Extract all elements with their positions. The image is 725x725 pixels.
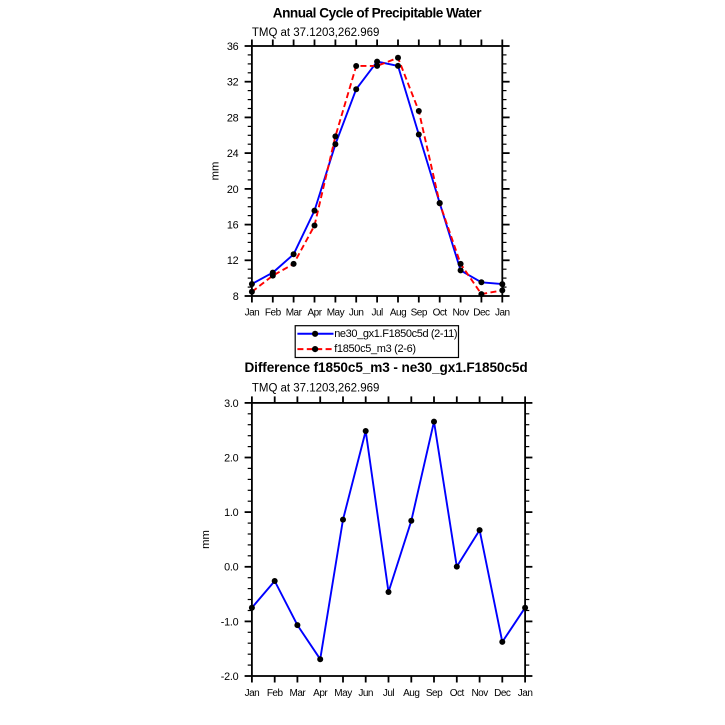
svg-text:8: 8 — [233, 291, 239, 303]
svg-text:1.0: 1.0 — [224, 507, 239, 519]
svg-text:20: 20 — [227, 184, 239, 196]
svg-text:Sep: Sep — [411, 307, 428, 318]
svg-text:TMQ at 37.1203,262.969: TMQ at 37.1203,262.969 — [252, 383, 379, 395]
svg-text:Jan: Jan — [245, 307, 260, 318]
svg-text:Oct: Oct — [450, 688, 465, 699]
svg-text:Jun: Jun — [358, 688, 373, 699]
svg-text:Nov: Nov — [452, 307, 469, 318]
svg-text:Feb: Feb — [265, 307, 282, 318]
svg-text:36: 36 — [227, 41, 239, 53]
svg-text:May: May — [334, 688, 352, 699]
svg-text:Aug: Aug — [403, 688, 419, 699]
svg-text:Jan: Jan — [245, 688, 260, 699]
svg-text:Aug: Aug — [390, 307, 406, 318]
svg-text:Jan: Jan — [495, 307, 510, 318]
svg-text:3.0: 3.0 — [224, 398, 239, 410]
svg-text:Annual Cycle of Precipitable W: Annual Cycle of Precipitable Water — [273, 5, 482, 20]
svg-text:-1.0: -1.0 — [221, 616, 239, 628]
svg-text:Feb: Feb — [267, 688, 284, 699]
svg-text:Jun: Jun — [349, 307, 364, 318]
svg-text:32: 32 — [227, 77, 239, 89]
svg-text:Mar: Mar — [290, 688, 307, 699]
svg-text:mm: mm — [210, 162, 222, 181]
svg-text:Mar: Mar — [286, 307, 303, 318]
svg-text:24: 24 — [227, 148, 239, 160]
svg-text:Difference f1850c5_m3 - ne30_g: Difference f1850c5_m3 - ne30_gx1.F1850c5… — [244, 360, 527, 375]
svg-text:Jul: Jul — [383, 688, 395, 699]
svg-text:12: 12 — [227, 255, 239, 267]
svg-text:May: May — [327, 307, 345, 318]
svg-text:f1850c5_m3 (2-6): f1850c5_m3 (2-6) — [334, 343, 416, 355]
svg-text:0.0: 0.0 — [224, 562, 239, 574]
svg-text:Oct: Oct — [433, 307, 448, 318]
svg-text:2.0: 2.0 — [224, 452, 239, 464]
svg-text:mm: mm — [200, 530, 212, 549]
svg-text:Apr: Apr — [313, 688, 328, 699]
svg-text:Dec: Dec — [473, 307, 490, 318]
svg-text:Dec: Dec — [494, 688, 511, 699]
svg-text:Apr: Apr — [307, 307, 322, 318]
svg-text:TMQ at 37.1203,262.969: TMQ at 37.1203,262.969 — [252, 27, 379, 39]
svg-text:Jan: Jan — [518, 688, 533, 699]
svg-text:-2.0: -2.0 — [221, 671, 239, 683]
svg-text:16: 16 — [227, 220, 239, 232]
svg-text:Jul: Jul — [371, 307, 383, 318]
svg-text:28: 28 — [227, 112, 239, 124]
svg-text:Sep: Sep — [426, 688, 443, 699]
svg-text:ne30_gx1.F1850c5d (2-11): ne30_gx1.F1850c5d (2-11) — [334, 328, 457, 340]
svg-text:Nov: Nov — [471, 688, 488, 699]
